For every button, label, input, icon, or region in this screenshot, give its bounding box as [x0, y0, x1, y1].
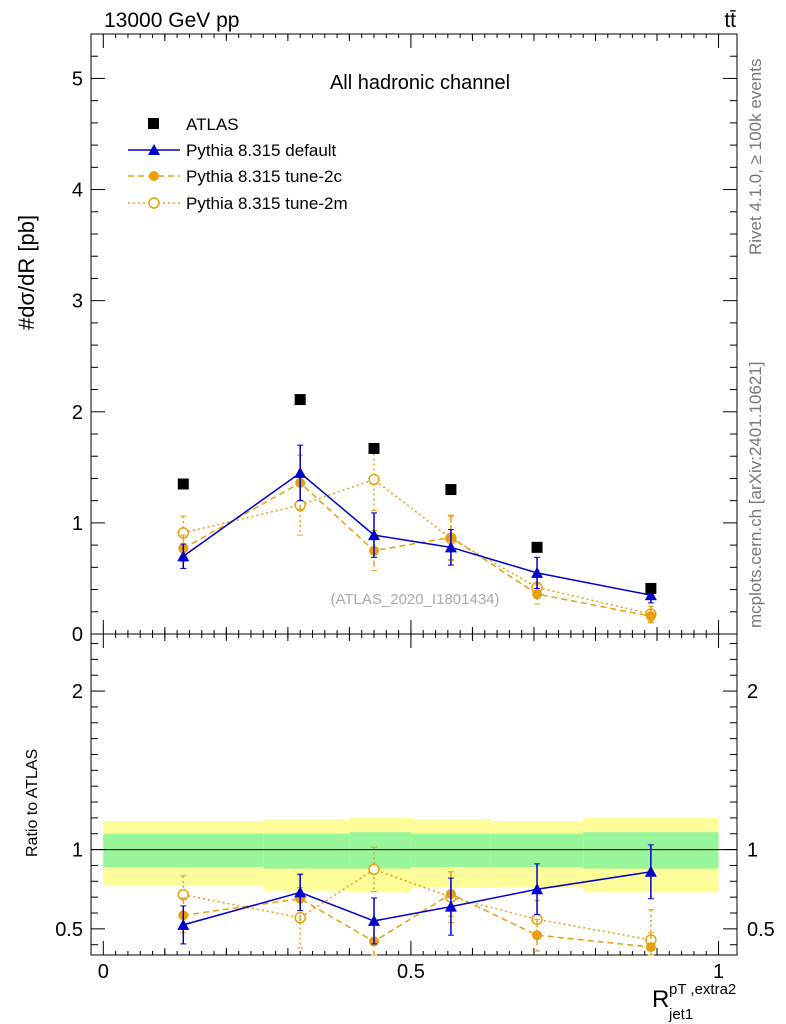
marker-pythia-8-315-default	[531, 883, 544, 895]
y-tick-label-right: 1	[747, 840, 758, 862]
marker-pythia-8-315-tune-2c	[645, 611, 656, 622]
series-line-pythia-8-315-default	[183, 871, 651, 926]
series-line-pythia-8-315-tune-2m	[183, 478, 652, 615]
marker-atlas	[531, 541, 543, 553]
energy-label: 13000 GeV pp	[104, 9, 239, 32]
y-tick-label: 2	[72, 681, 83, 703]
source-label: mcplots.cern.ch [arXiv:2401.10621]	[746, 362, 765, 628]
band-inner	[490, 833, 584, 868]
series-line-pythia-8-315-tune-2c	[182, 481, 652, 617]
y-tick-label: 1	[72, 513, 83, 535]
marker-pythia-8-315-tune-2c	[532, 930, 543, 941]
y-tick-label: 4	[72, 180, 83, 202]
marker-pythia-8-315-default	[644, 865, 657, 877]
y-tick-label: 0	[72, 624, 83, 646]
marker-atlas	[294, 394, 306, 406]
legend-marker-tune2c	[149, 171, 159, 181]
ratio-ylabel: Ratio to ATLAS	[24, 749, 41, 857]
marker-atlas	[645, 582, 657, 594]
x-tick-label: 0	[98, 961, 109, 983]
band-inner	[349, 832, 411, 869]
process-label: tt̄	[724, 9, 736, 32]
legend-marker-atlas	[148, 118, 159, 129]
y-tick-label-right: 2	[747, 681, 758, 703]
marker-pythia-8-315-tune-2m	[368, 863, 380, 876]
legend-marker-default	[148, 144, 160, 155]
legend-entry-default: Pythia 8.315 default	[186, 141, 337, 160]
marker-pythia-8-315-default	[444, 541, 457, 553]
main-ylabel: #dσ/dR [pb]	[14, 215, 39, 330]
band-inner	[410, 833, 491, 868]
marker-pythia-8-315-default	[368, 914, 381, 926]
y-tick-label: 3	[72, 291, 83, 313]
main-panel: 0 1 2 3 4 5	[72, 33, 738, 646]
x-axis-label-main: R	[652, 986, 669, 1013]
x-tick-label: 0.5	[397, 961, 425, 983]
marker-pythia-8-315-tune-2c	[532, 589, 543, 599]
legend-entry-tune2c: Pythia 8.315 tune-2c	[186, 167, 342, 186]
marker-pythia-8-315-default	[294, 886, 307, 898]
ratio-panel: 0 0.5 1 0.5 0.5 1 1 2 2	[55, 633, 775, 983]
marker-pythia-8-315-default	[177, 918, 190, 930]
y-tick-label: 2	[72, 402, 83, 424]
rivet-label: Rivet 4.1.0, ≥ 100k events	[746, 59, 765, 255]
marker-pythia-8-315-tune-2m	[368, 473, 380, 486]
legend: ATLAS Pythia 8.315 default Pythia 8.315 …	[128, 115, 348, 213]
marker-atlas	[177, 478, 189, 490]
legend-entry-atlas: ATLAS	[186, 115, 239, 134]
x-axis-label: R jet1 pT ,extra2	[652, 981, 736, 1023]
legend-entry-tune2m: Pythia 8.315 tune-2m	[186, 194, 348, 213]
marker-atlas	[368, 442, 380, 454]
y-tick-label: 0.5	[55, 919, 83, 941]
x-axis-label-sub: jet1	[668, 1006, 693, 1023]
ratio-frame	[90, 633, 738, 956]
marker-pythia-8-315-default	[644, 589, 657, 601]
y-tick-label: 5	[72, 68, 83, 90]
marker-pythia-8-315-default	[444, 900, 457, 912]
watermark: (ATLAS_2020_I1801434)	[330, 591, 499, 608]
series-line-pythia-8-315-default	[182, 471, 652, 596]
legend-marker-tune2m	[148, 197, 160, 209]
x-axis-label-sup: pT ,extra2	[669, 981, 736, 998]
marker-pythia-8-315-default	[531, 566, 544, 578]
series-line-pythia-8-315-tune-2c	[183, 893, 651, 948]
marker-atlas	[445, 484, 457, 496]
main-title: All hadronic channel	[330, 72, 510, 94]
marker-pythia-8-315-tune-2c	[645, 942, 656, 953]
band-inner	[103, 833, 264, 868]
marker-pythia-8-315-default	[294, 466, 307, 478]
y-tick-label: 1	[72, 840, 83, 862]
band-inner	[263, 833, 350, 869]
marker-pythia-8-315-default	[368, 529, 381, 541]
x-tick-label: 1	[713, 961, 724, 983]
y-tick-label-right: 0.5	[747, 919, 775, 941]
marker-pythia-8-315-default	[177, 550, 190, 562]
